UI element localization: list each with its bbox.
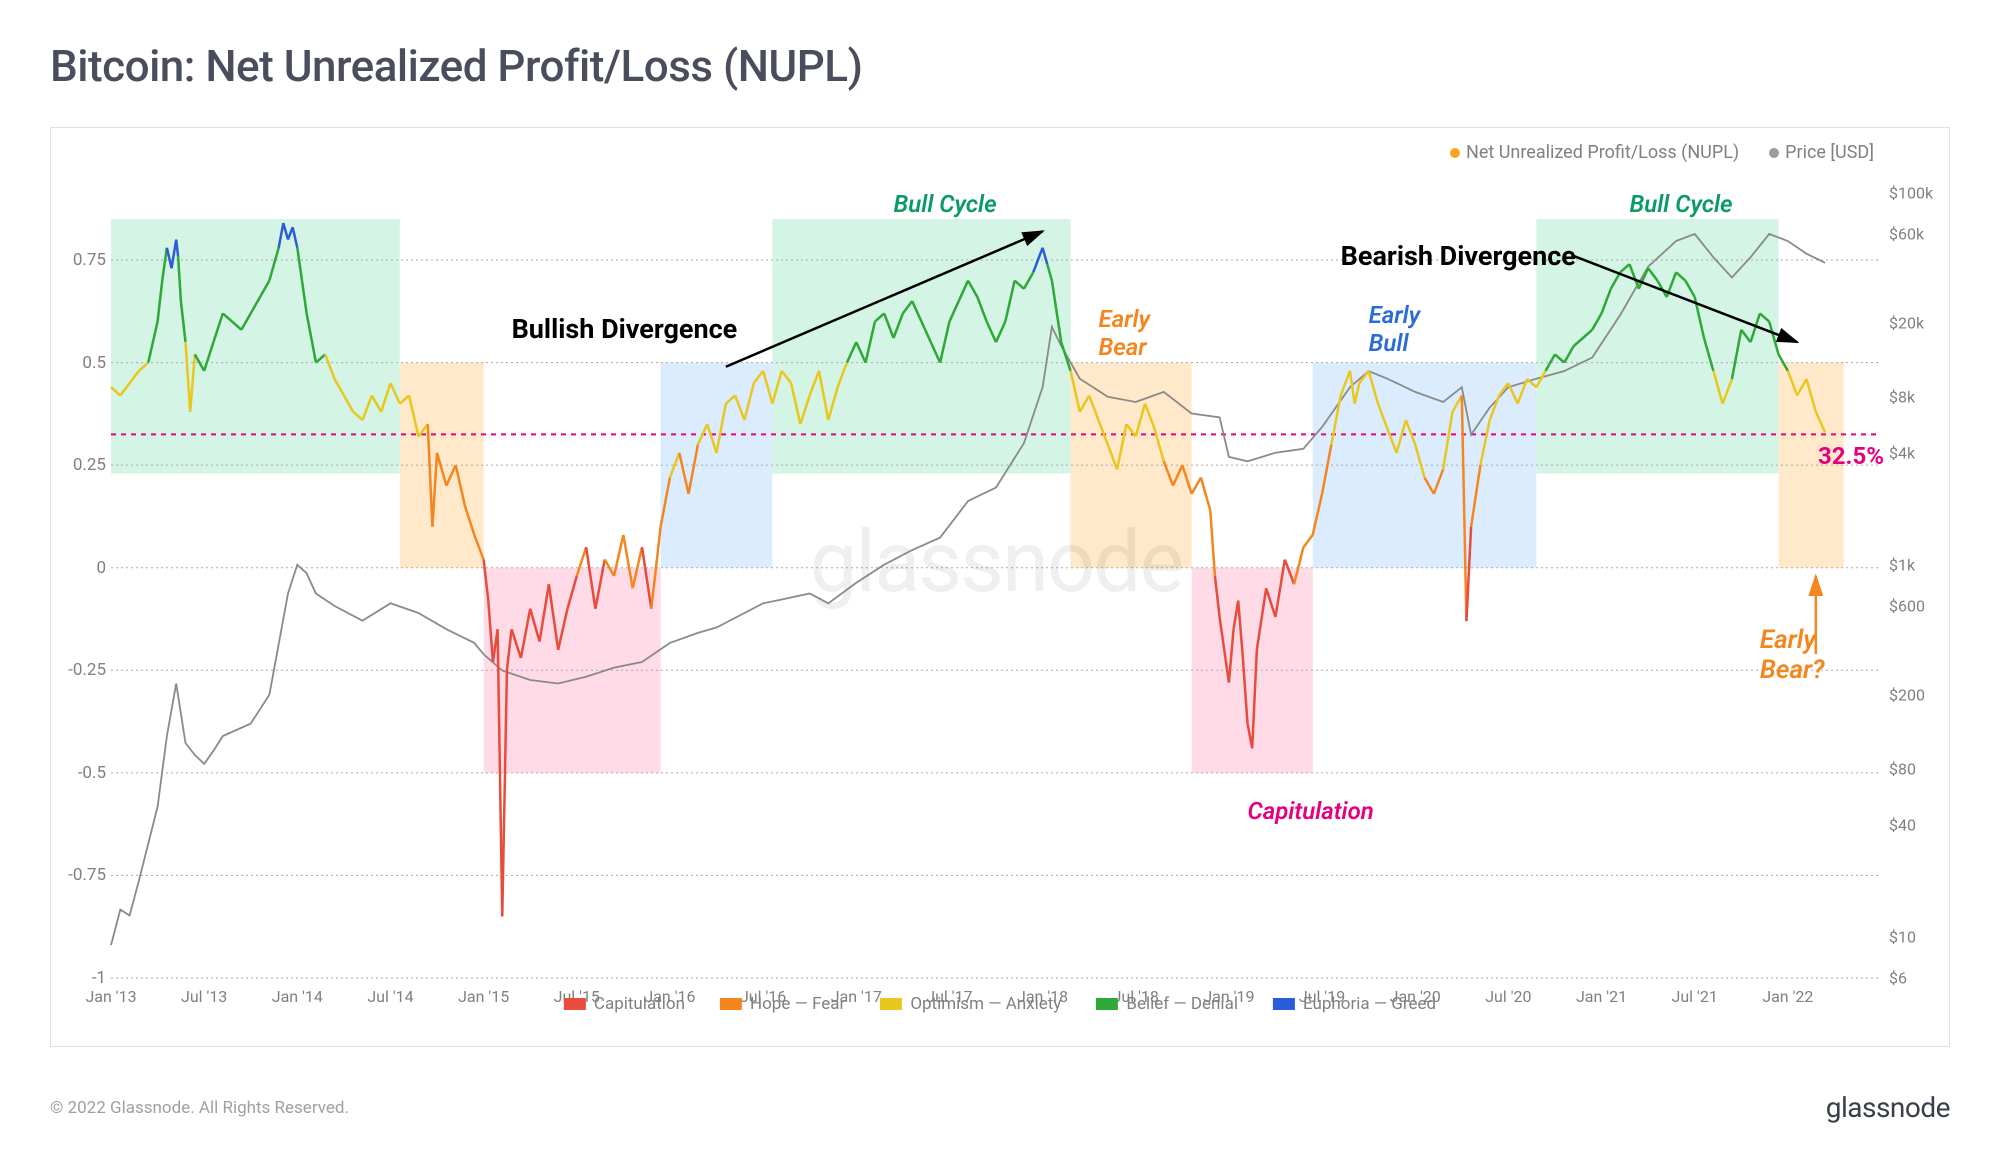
- y-left-tick: -0.5: [56, 763, 106, 783]
- y-right-tick: $10: [1889, 927, 1949, 946]
- x-tick: Jan '14: [272, 987, 323, 1006]
- chart-frame: Net Unrealized Profit/Loss (NUPL) Price …: [50, 127, 1950, 1047]
- chart-annotation: EarlyBear: [1098, 305, 1150, 361]
- y-right-tick: $4k: [1889, 443, 1949, 462]
- plot-area: glassnode -1-0.75-0.5-0.2500.250.50.75 $…: [111, 178, 1881, 978]
- legend-item: Belief — Denial: [1096, 994, 1238, 1014]
- y-left-tick: -1: [56, 968, 106, 988]
- chart-annotation: Bullish Divergence: [512, 313, 738, 345]
- x-tick: Jul '13: [181, 987, 227, 1006]
- y-left-tick: 0.5: [56, 353, 106, 373]
- y-right-tick: $40: [1889, 815, 1949, 834]
- chart-annotation: Bull Cycle: [1629, 190, 1732, 218]
- annotation-arrow: [1574, 256, 1798, 342]
- y-right-tick: $60k: [1889, 224, 1949, 243]
- chart-annotation: Bull Cycle: [894, 190, 997, 218]
- y-right-tick: $80: [1889, 759, 1949, 778]
- y-left-tick: -0.25: [56, 660, 106, 680]
- y-right-tick: $600: [1889, 596, 1949, 615]
- legend-price: Price [USD]: [1769, 142, 1874, 163]
- y-right-tick: $20k: [1889, 313, 1949, 332]
- y-left-tick: 0: [56, 558, 106, 578]
- y-right-tick: $8k: [1889, 387, 1949, 406]
- chart-annotation: EarlyBear?: [1760, 625, 1825, 685]
- chart-annotation: Capitulation: [1248, 797, 1374, 825]
- legend-item: Optimism — Anxiety: [880, 994, 1061, 1014]
- annotation-arrow: [726, 231, 1043, 366]
- brand-logo: glassnode: [1826, 1091, 1950, 1124]
- y-left-tick: -0.75: [56, 865, 106, 885]
- footer: © 2022 Glassnode. All Rights Reserved. g…: [50, 1091, 1950, 1124]
- legend-item: Euphoria — Greed: [1273, 994, 1436, 1014]
- y-right-tick: $100k: [1889, 183, 1949, 202]
- x-tick: Jul '20: [1485, 987, 1531, 1006]
- y-left-tick: 0.25: [56, 455, 106, 475]
- legend-item: Capitulation: [564, 994, 685, 1014]
- x-tick: Jan '21: [1576, 987, 1627, 1006]
- copyright: © 2022 Glassnode. All Rights Reserved.: [50, 1098, 349, 1118]
- top-legend: Net Unrealized Profit/Loss (NUPL) Price …: [1450, 142, 1874, 163]
- chart-title: Bitcoin: Net Unrealized Profit/Loss (NUP…: [50, 40, 1950, 92]
- x-tick: Jul '21: [1672, 987, 1718, 1006]
- y-right-tick: $200: [1889, 685, 1949, 704]
- x-tick: Jul '14: [367, 987, 413, 1006]
- y-left-tick: 0.75: [56, 250, 106, 270]
- threshold-label: 32.5%: [1818, 442, 1884, 470]
- x-tick: Jan '15: [458, 987, 509, 1006]
- y-right-tick: $6: [1889, 969, 1949, 988]
- bottom-legend: Capitulation Hope — Fear Optimism — Anxiet…: [564, 994, 1436, 1014]
- legend-nupl: Net Unrealized Profit/Loss (NUPL): [1450, 142, 1739, 163]
- x-tick: Jan '22: [1762, 987, 1813, 1006]
- x-tick: Jan '13: [85, 987, 136, 1006]
- legend-item: Hope — Fear: [720, 994, 845, 1014]
- y-right-tick: $1k: [1889, 555, 1949, 574]
- chart-annotation: EarlyBull: [1369, 301, 1421, 357]
- chart-annotation: Bearish Divergence: [1341, 240, 1576, 272]
